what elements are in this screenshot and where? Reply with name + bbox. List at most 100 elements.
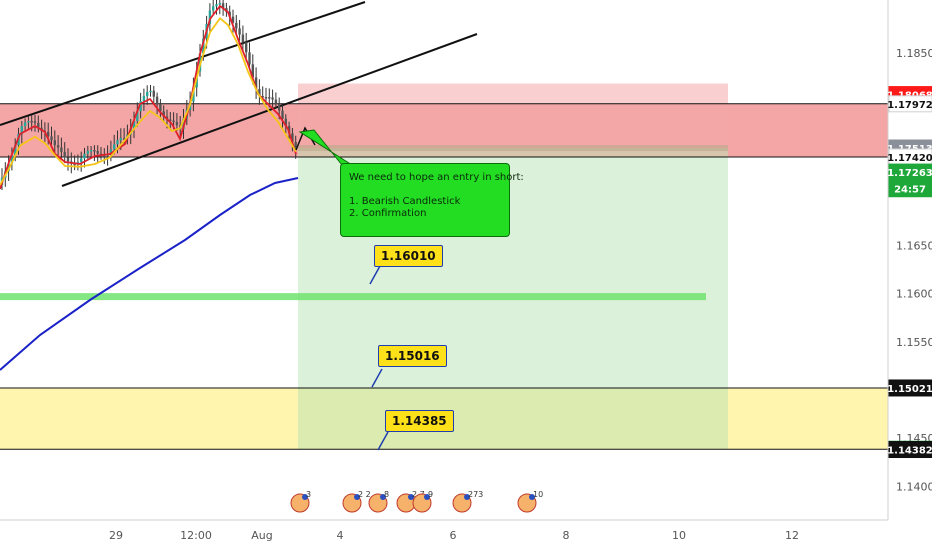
candle-body <box>89 150 93 152</box>
candle-body <box>109 149 113 154</box>
candle-body <box>248 52 251 65</box>
candle-body <box>155 96 159 105</box>
event-flag-icon <box>464 494 470 500</box>
candle-body <box>264 97 268 99</box>
event-flag-icon <box>529 494 535 500</box>
candle-body <box>212 6 215 11</box>
time-tick-label: 6 <box>450 529 457 542</box>
candle-body <box>208 10 212 24</box>
candle-body <box>96 151 99 154</box>
candle-body <box>261 95 264 98</box>
candle-body <box>129 128 132 135</box>
candle-body <box>83 153 86 159</box>
target-label-2[interactable]: 1.15016 <box>378 345 447 367</box>
callout-line-4: 2. Confirmation <box>349 208 427 219</box>
target-pointer <box>377 431 389 451</box>
price-tag-label: 1.17420 <box>887 153 932 164</box>
ma-blue-line <box>0 177 299 371</box>
candle-body <box>63 151 66 158</box>
candle-body <box>254 77 258 90</box>
price-tick-label: 1.18500 <box>896 47 932 60</box>
price-tag-label: 1.17972 <box>887 100 932 111</box>
time-tick-label: 8 <box>563 529 570 542</box>
candle-body <box>142 96 146 101</box>
candle-body <box>215 4 218 7</box>
ma-red-line <box>0 4 297 190</box>
price-tag-label: 24:57 <box>894 185 926 196</box>
candle-body <box>271 97 274 100</box>
target-pointer <box>371 368 383 388</box>
candle-body <box>60 147 63 152</box>
candle-body <box>258 89 261 96</box>
price-tag-label: 1.17263 <box>887 168 932 179</box>
candle-body <box>152 90 155 97</box>
candle-body <box>47 131 50 137</box>
candle-body <box>281 110 284 119</box>
price-tick-label: 1.15500 <box>896 336 932 349</box>
candle-body <box>27 120 30 123</box>
candle-body <box>146 91 149 97</box>
candle-body <box>278 103 281 111</box>
event-flag-icon <box>302 494 308 500</box>
target-pointer <box>369 265 381 285</box>
candle-body <box>231 16 235 23</box>
candle-body <box>162 111 165 117</box>
candle-body <box>149 90 152 93</box>
candle-body <box>14 145 17 156</box>
candle-body <box>103 155 106 158</box>
target-label-1[interactable]: 1.16010 <box>374 245 443 267</box>
candle-body <box>139 100 142 112</box>
callout-line-3: 1. Bearish Candlestick <box>349 196 461 207</box>
candle-body <box>20 126 23 134</box>
candle-body <box>66 157 70 162</box>
event-badge-count: 2 2 <box>358 490 371 499</box>
price-tag-label: 1.14382 <box>887 446 932 457</box>
ma-yellow-line <box>0 17 297 186</box>
time-tick-label: Aug <box>251 529 272 542</box>
candle-body <box>235 22 238 29</box>
candle-body <box>218 3 221 5</box>
event-flag-icon <box>380 494 386 500</box>
candle-body <box>119 138 122 141</box>
trade-callout[interactable]: We need to hope an entry in short: 1. Be… <box>340 163 524 237</box>
price-tag <box>888 180 932 198</box>
candle-body <box>73 163 76 166</box>
callout-line-1: We need to hope an entry in short: <box>349 172 524 183</box>
candle-body <box>10 155 14 164</box>
candle-body <box>284 118 287 127</box>
event-badge-count: 273 <box>468 490 483 499</box>
time-tick-label: 12 <box>785 529 799 542</box>
price-tag <box>888 441 932 459</box>
candle-body <box>274 99 278 104</box>
event-badge-count: 8 <box>384 490 389 499</box>
candle-body <box>159 104 162 112</box>
price-tick-label: 1.16000 <box>896 288 932 301</box>
price-tick-label: 1.14000 <box>896 480 932 493</box>
position-stop-zone <box>298 83 728 149</box>
channel-upper-line <box>0 1 366 126</box>
candle-body <box>169 119 172 122</box>
candle-body <box>175 122 179 126</box>
time-tick-label: 29 <box>109 529 123 542</box>
candle-body <box>23 122 27 127</box>
candle-body <box>238 28 241 35</box>
candle-body <box>241 34 245 43</box>
candle-body <box>172 120 175 123</box>
candle-body <box>122 138 126 140</box>
candle-body <box>33 121 37 123</box>
candle-body <box>37 122 40 128</box>
entry-band <box>298 145 728 152</box>
channel-lower-line <box>61 33 478 187</box>
candle-body <box>221 3 225 9</box>
target-label-3[interactable]: 1.14385 <box>385 410 454 432</box>
candle-body <box>251 64 254 78</box>
candle-body <box>53 140 56 146</box>
candle-body <box>132 120 136 129</box>
candle-body <box>294 142 297 150</box>
candle-body <box>202 38 205 54</box>
candle-body <box>113 144 116 150</box>
price-tick-label: 1.16500 <box>896 240 932 253</box>
candle-body <box>80 158 83 163</box>
